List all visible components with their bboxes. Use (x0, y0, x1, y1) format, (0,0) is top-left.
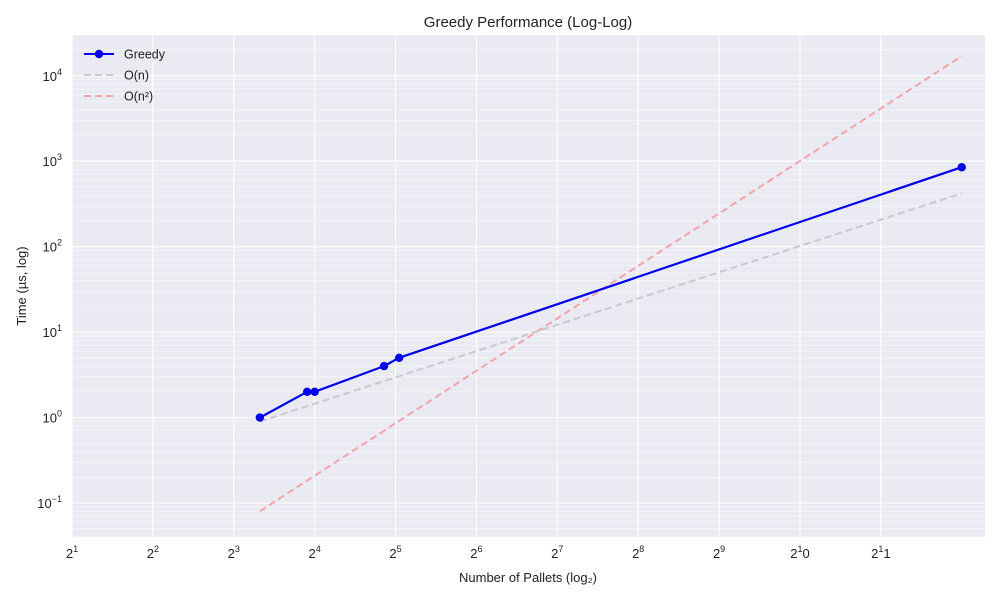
x-tick-label: 22 (147, 544, 159, 561)
x-axis-ticks: 21 22 23 24 25 26 27 28 29 210 211 (66, 544, 891, 561)
y-axis-label: Time (µs, log) (14, 246, 29, 325)
legend-label: O(n) (124, 69, 149, 83)
x-tick-label: 210 (790, 544, 809, 561)
series-line-o-n (259, 192, 963, 423)
data-point (957, 163, 966, 172)
y-axis-ticks: 10−1 100 101 102 103 104 (37, 67, 62, 511)
data-point (310, 387, 319, 397)
plot-area (72, 35, 985, 537)
x-tick-label: 211 (871, 544, 890, 561)
data-point (394, 353, 404, 363)
y-tick-label: 10−1 (37, 494, 62, 511)
x-tick-label: 23 (228, 544, 240, 561)
series-layer (255, 55, 966, 513)
series-line-o-n (259, 55, 963, 513)
x-tick-label: 27 (551, 544, 563, 561)
x-tick-label: 25 (389, 544, 401, 561)
y-tick-label: 100 (43, 409, 62, 426)
data-point (302, 387, 312, 397)
x-axis-label: Number of Pallets (log₂) (459, 570, 597, 585)
series-line-greedy (259, 166, 963, 419)
y-tick-label: 103 (43, 152, 62, 169)
minor-grid (72, 34, 985, 538)
chart-title: Greedy Performance (Log-Log) (424, 14, 632, 31)
data-point (255, 413, 265, 422)
y-tick-label: 104 (43, 67, 62, 84)
data-point (379, 361, 389, 371)
x-tick-label: 26 (470, 544, 482, 561)
x-tick-label: 24 (309, 544, 321, 561)
legend-label: Greedy (124, 48, 166, 62)
y-tick-label: 101 (43, 323, 62, 340)
x-tick-label: 21 (66, 544, 78, 561)
x-tick-label: 29 (713, 544, 725, 561)
legend-label: O(n²) (124, 90, 153, 104)
legend-marker (94, 49, 104, 59)
major-grid (71, 35, 985, 537)
y-tick-label: 102 (43, 238, 62, 255)
legend: Greedy O(n) O(n²) (84, 48, 166, 104)
x-tick-label: 28 (632, 544, 644, 561)
